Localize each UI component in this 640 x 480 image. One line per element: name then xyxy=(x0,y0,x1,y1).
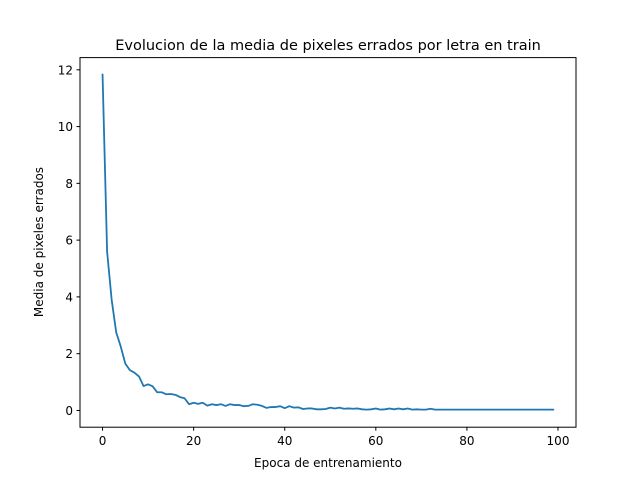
x-tick-label: 80 xyxy=(459,434,474,448)
y-tick-label: 12 xyxy=(58,63,73,77)
x-axis: 0 20 40 60 80 100 xyxy=(99,427,570,448)
series-line xyxy=(101,73,555,411)
y-tick-label: 8 xyxy=(65,177,73,191)
x-axis-label: Epoca de entrenamiento xyxy=(254,456,402,470)
plot-frame xyxy=(79,57,577,428)
y-axis: 0 2 4 6 8 10 12 xyxy=(58,63,80,418)
y-tick-label: 6 xyxy=(65,234,73,248)
y-axis-label: Media de pixeles errados xyxy=(32,167,46,317)
x-tick-label: 40 xyxy=(277,434,292,448)
y-tick-label: 10 xyxy=(58,120,73,134)
x-tick-label: 60 xyxy=(368,434,383,448)
x-tick-label: 20 xyxy=(186,434,201,448)
y-tick-label: 2 xyxy=(65,347,73,361)
y-tick-label: 4 xyxy=(65,290,73,304)
x-tick-label: 100 xyxy=(547,434,570,448)
y-tick-label: 0 xyxy=(65,404,73,418)
chart-title: Evolucion de la media de pixeles errados… xyxy=(115,38,541,54)
plot-series xyxy=(101,73,555,411)
x-tick-label: 0 xyxy=(99,434,107,448)
